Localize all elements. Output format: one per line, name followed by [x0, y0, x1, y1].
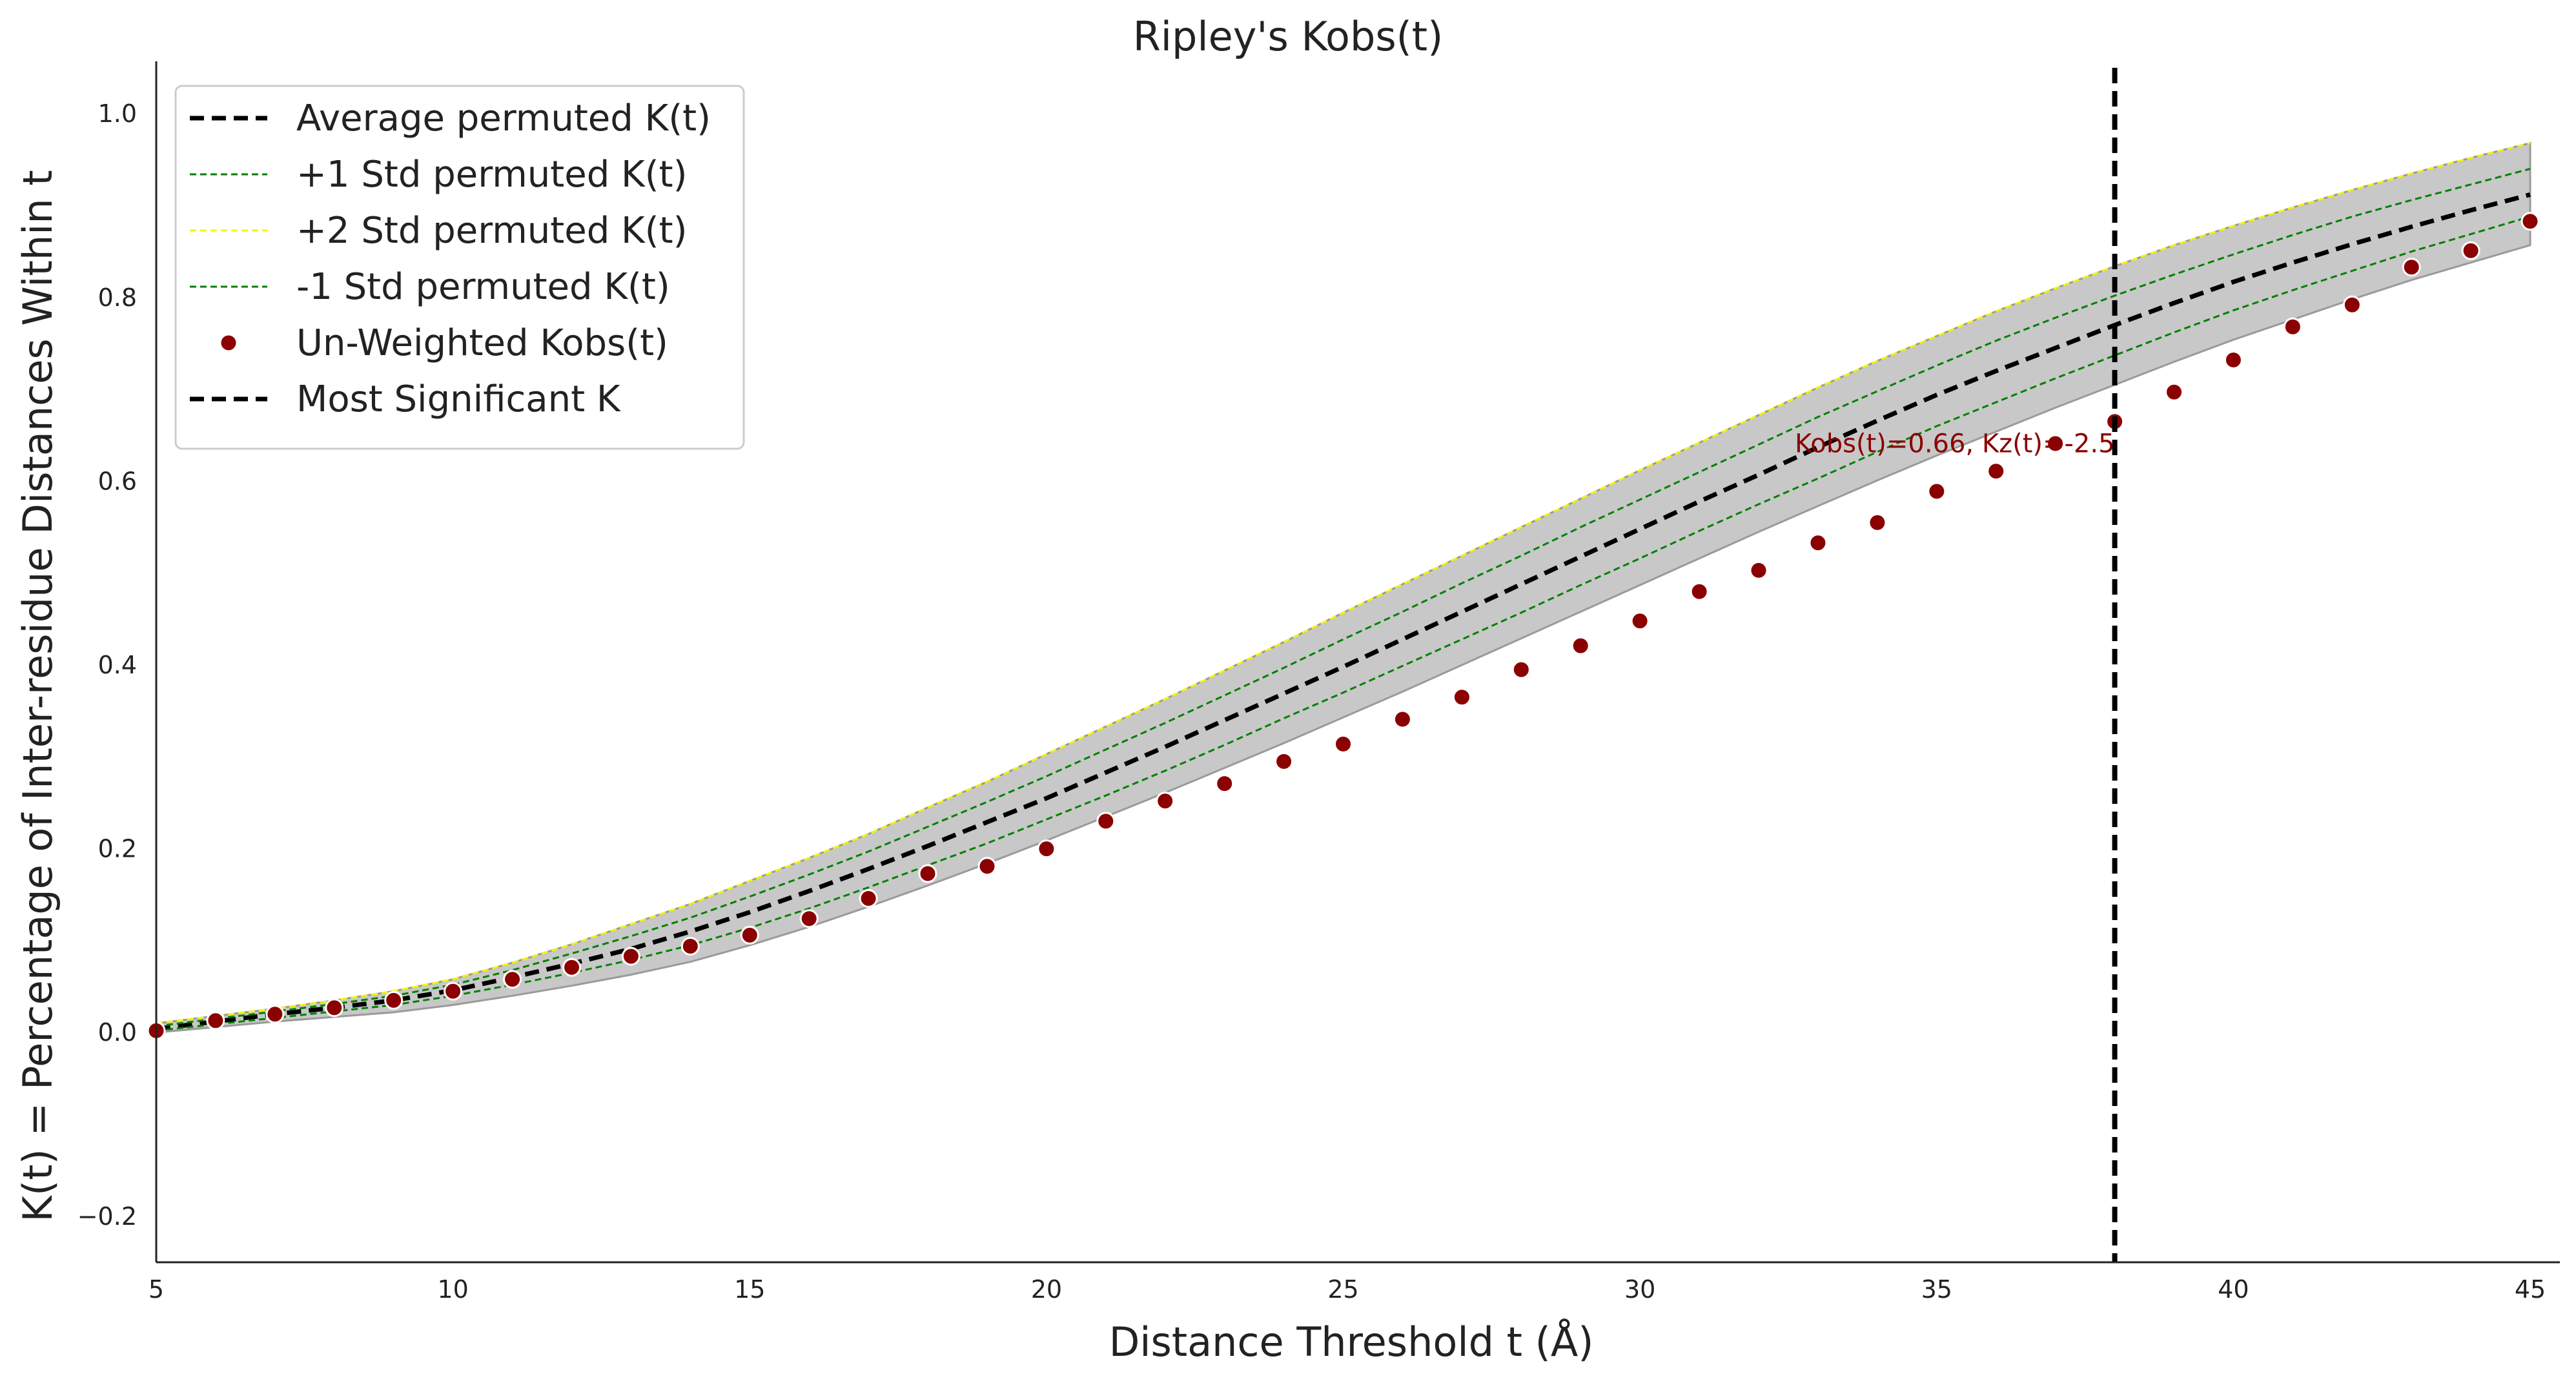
x-tick-label: 10 [437, 1275, 468, 1304]
kobs-point [206, 1011, 225, 1030]
kobs-point [562, 958, 581, 977]
kobs-point [1808, 533, 1828, 553]
kobs-point [1037, 839, 1056, 859]
y-tick-label: −0.2 [77, 1202, 137, 1231]
kobs-point [2402, 258, 2421, 277]
x-axis-title: Distance Threshold t (Å) [1109, 1318, 1594, 1366]
x-tick-label: 30 [1624, 1275, 1655, 1304]
x-tick-label: 25 [1327, 1275, 1358, 1304]
kobs-point [1987, 462, 2006, 481]
kobs-point [325, 998, 344, 1018]
kobs-point [918, 864, 937, 883]
kobs-point [1215, 774, 1234, 794]
x-tick-label: 35 [1921, 1275, 1952, 1304]
legend-box [174, 85, 745, 450]
x-tick-label: 40 [2218, 1275, 2249, 1304]
chart-title: Ripley's Kobs(t) [1133, 13, 1444, 60]
legend-label: Average permuted K(t) [296, 97, 711, 139]
kobs-point [799, 909, 819, 928]
kobs-point [265, 1005, 285, 1024]
legend-label: +1 Std permuted K(t) [296, 154, 687, 196]
x-tick-label: 45 [2515, 1275, 2546, 1304]
series-line-2 [156, 142, 2531, 1025]
kobs-point [1334, 734, 1353, 753]
kobs-point [2283, 317, 2302, 336]
kobs-point [1690, 582, 1709, 601]
series-line-0 [156, 192, 2531, 1031]
kobs-point [680, 937, 700, 956]
legend-label: +2 Std permuted K(t) [296, 210, 687, 252]
kobs-point [384, 990, 404, 1010]
x-tick-label: 15 [734, 1275, 765, 1304]
axes: 5 10 15 20 25 30 35 40 45 −0.2 0.0 0.2 0.4 0.6 0.8 1.0 [77, 61, 2560, 1304]
legend-label: Un-Weighted Kobs(t) [296, 322, 668, 364]
kobs-point [1868, 513, 1887, 532]
kobs-point [1749, 560, 1768, 580]
kobs-point [503, 970, 522, 989]
kobs-point [1274, 752, 1294, 771]
y-tick-label: 0.6 [98, 467, 137, 495]
kobs-point [1156, 792, 1175, 811]
kobs-point [2342, 295, 2362, 314]
y-tick-label: 0.8 [98, 283, 137, 312]
kobs-point [444, 981, 463, 1001]
series-line-3 [156, 216, 2531, 1032]
x-tick-label: 5 [148, 1275, 164, 1304]
kobs-point [1927, 482, 1947, 501]
kobs-point [2165, 382, 2183, 402]
kobs-point [2223, 351, 2243, 369]
plot-area: Kobs(t)=0.66, Kz(t)=-2.5 [147, 68, 2540, 1262]
legend: Average permuted K(t) +1 Std permuted K(t… [174, 85, 745, 450]
y-tick-label: 1.0 [98, 99, 137, 128]
kobs-point [621, 947, 640, 966]
kobs-point [2461, 241, 2480, 260]
y-tick-label: 0.0 [98, 1018, 137, 1047]
y-axis-title: K(t) = Percentage of Inter-residue Dista… [14, 170, 61, 1222]
kobs-point [1452, 688, 1471, 707]
kobs-point [977, 857, 997, 876]
kobs-point [2046, 434, 2065, 453]
y-tick-label: 0.2 [98, 835, 137, 863]
legend-marker-point [219, 333, 238, 353]
legend-label: Most Significant K [296, 378, 621, 420]
kobs-point [740, 925, 759, 945]
kobs-point [2520, 212, 2540, 231]
kobs-point [1630, 611, 1650, 631]
kobs-point [859, 889, 878, 908]
y-tick-label: 0.4 [98, 651, 137, 679]
kobs-point [1571, 636, 1590, 655]
significance-annotation: Kobs(t)=0.66, Kz(t)=-2.5 [1795, 429, 2115, 458]
kobs-point [1393, 710, 1412, 729]
x-tick-label: 20 [1031, 1275, 1062, 1304]
kobs-point [1096, 812, 1116, 831]
legend-label: -1 Std permuted K(t) [296, 266, 670, 308]
kobs-point [1511, 660, 1531, 679]
series-line-1 [156, 168, 2531, 1027]
